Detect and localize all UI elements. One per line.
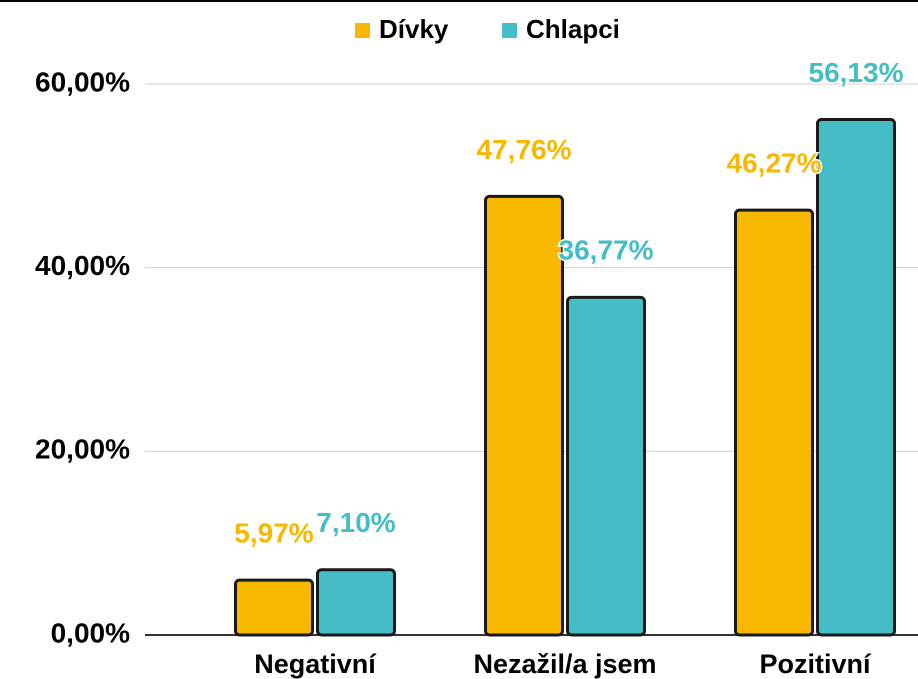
x-tick-label: Nezažil/a jsem xyxy=(473,649,656,679)
value-label: 47,76% xyxy=(477,134,572,165)
value-label: 7,10% xyxy=(316,507,395,538)
legend-label: Chlapci xyxy=(526,14,620,44)
bar xyxy=(316,568,396,637)
value-label: 36,77% xyxy=(559,235,654,266)
bar xyxy=(816,118,896,637)
y-tick-label: 60,00% xyxy=(35,66,130,97)
bar xyxy=(734,208,814,637)
y-tick-label: 20,00% xyxy=(35,434,130,465)
value-label: 46,27% xyxy=(727,147,822,178)
y-tick-label: 40,00% xyxy=(35,250,130,281)
value-label: 5,97% xyxy=(234,518,313,549)
y-tick-label: 0,00% xyxy=(51,617,130,648)
legend-label: Dívky xyxy=(379,14,449,44)
bar xyxy=(484,194,564,637)
bar xyxy=(566,295,646,637)
legend-swatch xyxy=(502,23,517,38)
x-tick-label: Negativní xyxy=(254,649,377,679)
value-label: 56,13% xyxy=(809,57,904,88)
legend-swatch xyxy=(355,23,370,38)
x-tick-label: Pozitivní xyxy=(759,649,872,679)
bar xyxy=(234,578,314,637)
